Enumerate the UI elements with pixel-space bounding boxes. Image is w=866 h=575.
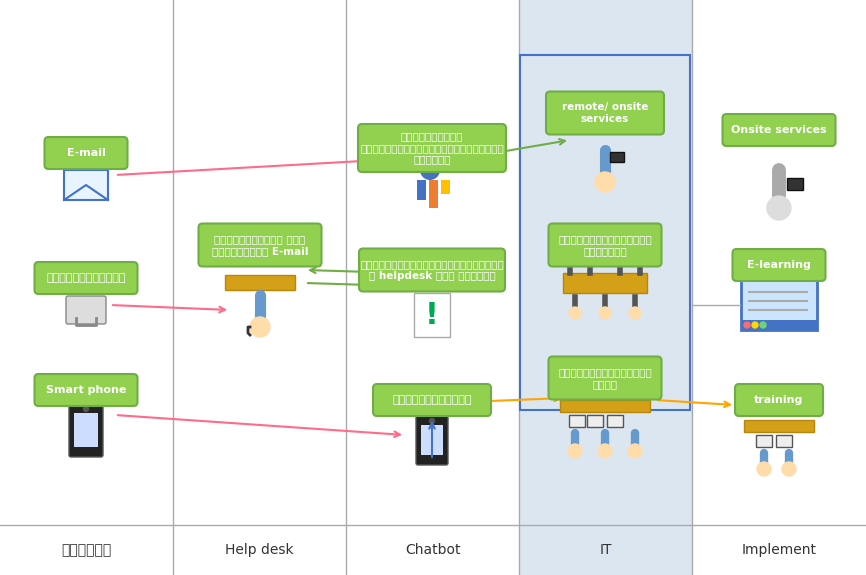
- FancyBboxPatch shape: [359, 248, 505, 292]
- FancyBboxPatch shape: [787, 178, 803, 190]
- FancyBboxPatch shape: [225, 275, 295, 290]
- Bar: [741, 320, 817, 330]
- Circle shape: [598, 444, 612, 458]
- FancyBboxPatch shape: [735, 384, 823, 416]
- FancyBboxPatch shape: [776, 435, 792, 447]
- FancyBboxPatch shape: [414, 293, 450, 337]
- FancyBboxPatch shape: [722, 114, 836, 146]
- FancyBboxPatch shape: [560, 400, 650, 412]
- Circle shape: [629, 307, 641, 319]
- Text: ระบบตอบปัญหา: ระบบตอบปัญหา: [392, 395, 472, 405]
- FancyBboxPatch shape: [548, 224, 662, 266]
- Bar: [429, 180, 438, 208]
- FancyBboxPatch shape: [358, 124, 506, 172]
- Text: โทรแจ้งปัญหา: โทรแจ้งปัญหา: [46, 273, 126, 283]
- FancyBboxPatch shape: [744, 420, 814, 432]
- Wedge shape: [430, 160, 440, 170]
- FancyBboxPatch shape: [74, 413, 98, 447]
- Circle shape: [568, 444, 582, 458]
- Circle shape: [782, 462, 796, 476]
- FancyBboxPatch shape: [416, 415, 448, 465]
- Text: Help desk: Help desk: [225, 543, 294, 557]
- FancyBboxPatch shape: [546, 91, 664, 135]
- Text: E-mail: E-mail: [67, 148, 106, 158]
- FancyBboxPatch shape: [610, 152, 624, 162]
- FancyBboxPatch shape: [421, 425, 443, 455]
- Text: เก็บข้อมูล
เพื่อนำไปทำการวิเคราะห์
ายหลัง: เก็บข้อมูล เพื่อนำไปทำการวิเคราะห์ ายหลั…: [360, 132, 504, 164]
- Bar: [692, 0, 866, 575]
- Text: Chatbot: Chatbot: [404, 543, 460, 557]
- FancyBboxPatch shape: [69, 403, 103, 457]
- FancyBboxPatch shape: [607, 415, 623, 427]
- Text: Smart phone: Smart phone: [46, 385, 126, 395]
- Circle shape: [430, 419, 435, 424]
- Text: ลูกค้า: ลูกค้า: [61, 543, 112, 557]
- FancyBboxPatch shape: [563, 273, 647, 293]
- Circle shape: [569, 307, 581, 319]
- FancyBboxPatch shape: [733, 249, 825, 281]
- Text: Onsite services: Onsite services: [731, 125, 827, 135]
- Circle shape: [83, 407, 88, 412]
- Bar: [417, 180, 426, 200]
- Circle shape: [599, 307, 611, 319]
- Circle shape: [595, 172, 615, 192]
- FancyBboxPatch shape: [66, 296, 106, 324]
- FancyBboxPatch shape: [587, 415, 603, 427]
- FancyBboxPatch shape: [373, 384, 491, 416]
- Text: !: !: [425, 301, 439, 329]
- Circle shape: [744, 322, 750, 328]
- Circle shape: [250, 317, 270, 337]
- Text: IT: IT: [599, 543, 611, 557]
- FancyBboxPatch shape: [64, 170, 108, 200]
- Text: รับโทรศัพท์ และ
จัดการกับ E-mail: รับโทรศัพท์ และ จัดการกับ E-mail: [212, 234, 308, 256]
- Text: E-learning: E-learning: [747, 260, 811, 270]
- FancyBboxPatch shape: [198, 224, 321, 266]
- Text: แจ้งเตือนการรับเคสให้กั
บ helpdesk และ ลูกค้า: แจ้งเตือนการรับเคสให้กั บ helpdesk และ ล…: [360, 259, 504, 281]
- Bar: [519, 0, 692, 575]
- FancyBboxPatch shape: [44, 137, 127, 169]
- FancyBboxPatch shape: [548, 356, 662, 400]
- Wedge shape: [420, 170, 440, 180]
- Wedge shape: [420, 160, 433, 170]
- Circle shape: [752, 322, 758, 328]
- Bar: [0, 0, 173, 575]
- Bar: [441, 180, 450, 194]
- Circle shape: [760, 322, 766, 328]
- Text: training: training: [754, 395, 804, 405]
- Text: remote/ onsite
services: remote/ onsite services: [562, 102, 648, 124]
- FancyBboxPatch shape: [569, 415, 585, 427]
- Circle shape: [757, 462, 771, 476]
- FancyBboxPatch shape: [741, 280, 817, 330]
- Bar: [173, 0, 346, 575]
- FancyBboxPatch shape: [756, 435, 772, 447]
- Bar: [346, 0, 519, 575]
- Text: ประชุมเพื่อหาแน
วทางแก้: ประชุมเพื่อหาแน วทางแก้: [558, 234, 652, 256]
- Circle shape: [767, 196, 791, 220]
- Text: รับเคสแล้วดำเนิ
นการ: รับเคสแล้วดำเนิ นการ: [558, 367, 652, 389]
- FancyBboxPatch shape: [35, 374, 138, 406]
- Text: Implement: Implement: [741, 543, 817, 557]
- Circle shape: [628, 444, 642, 458]
- FancyBboxPatch shape: [35, 262, 138, 294]
